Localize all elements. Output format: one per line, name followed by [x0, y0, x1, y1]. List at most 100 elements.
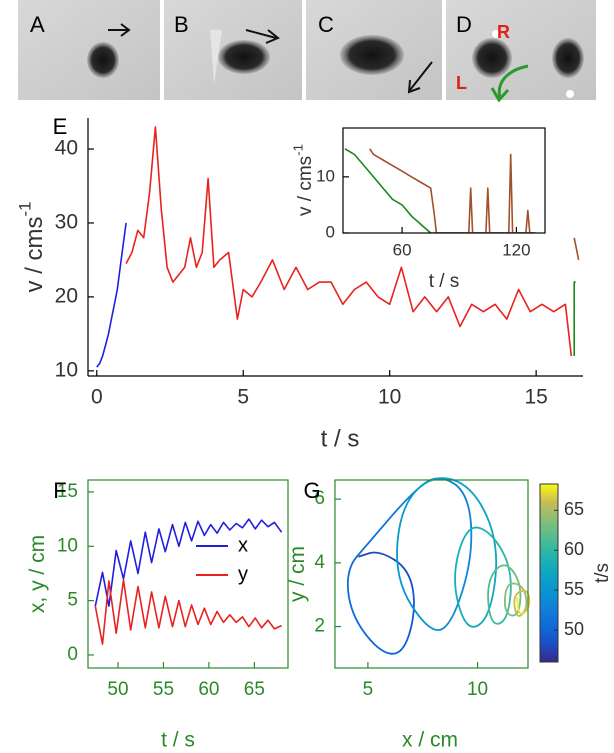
data-line: [369, 148, 536, 233]
trajectory-segment: [408, 589, 415, 634]
trajectory-segment: [517, 606, 526, 615]
x-axis-label: x / cm: [402, 729, 458, 752]
axes-box: [342, 127, 546, 234]
trajectory-segment: [485, 514, 498, 582]
y-tick-label: 10: [57, 535, 78, 556]
x-tick-label: 0: [91, 386, 103, 409]
x-axis-label: t / s: [161, 729, 195, 752]
x-tick-label: 60: [198, 679, 219, 700]
trajectory-segment: [477, 526, 503, 551]
photo-label: B: [174, 12, 189, 37]
y-tick-label: 0: [326, 222, 335, 241]
trajectory-segment: [477, 579, 496, 626]
trajectory-segment: [410, 605, 442, 631]
y-axis-label-sup: -1: [16, 202, 35, 217]
photo-label: A: [30, 12, 45, 37]
panel-label: F: [53, 478, 66, 503]
y-tick-label: 5: [67, 590, 78, 611]
y-tick-label: 20: [55, 284, 78, 307]
legend-label: x: [238, 534, 248, 556]
legend-label: y: [238, 563, 248, 585]
trajectory-segment: [439, 590, 464, 631]
trajectory-segment: [487, 603, 501, 625]
data-line: [96, 222, 127, 368]
trajectory-segment: [396, 488, 419, 543]
x-tick-label: 120: [502, 240, 530, 259]
x-axis-label: t / s: [321, 425, 360, 452]
y-axis-label: v / cms-1: [290, 144, 316, 216]
colorbar-tick-label: 65: [564, 499, 584, 519]
x-tick-label: 50: [107, 679, 128, 700]
x-tick-label: 65: [244, 679, 265, 700]
y-tick-label: 40: [55, 137, 78, 160]
data-line: [94, 579, 282, 645]
x-tick-label: 10: [467, 679, 488, 700]
y-axis-label: v / cms-1: [16, 202, 49, 293]
y-axis-label: x, y / cm: [26, 535, 49, 613]
photo-a: A: [18, 0, 160, 100]
trajectory-segment: [494, 564, 514, 572]
photo-c: C: [306, 0, 442, 100]
trajectory-segment: [416, 477, 455, 491]
trajectory-segment: [356, 517, 391, 558]
trajectory-segment: [511, 569, 522, 601]
data-line: [125, 126, 573, 357]
photo-mark: L: [456, 73, 467, 93]
x-tick-label: 55: [153, 679, 174, 700]
panel-label: E: [53, 114, 68, 139]
trajectory-segment: [347, 590, 366, 634]
chart-panel: 5 10 2 4 6 50 55 60 65 t/s x / cm y / cm G: [286, 477, 613, 752]
photo-label: D: [456, 12, 472, 37]
y-axis-label-text: v / cms: [21, 216, 48, 292]
trajectory-segment: [368, 551, 396, 561]
y-tick-label: 4: [314, 552, 325, 573]
x-axis-label: t / s: [429, 271, 460, 292]
trajectory-segment: [452, 482, 472, 526]
y-axis-label-text: v / cms: [295, 156, 316, 216]
panel-label: G: [303, 478, 320, 503]
trajectory-segment: [346, 555, 358, 593]
x-tick-label: 10: [378, 386, 401, 409]
trajectory-segment: [458, 605, 480, 628]
y-tick-label: 6: [314, 488, 325, 509]
trajectory-segment: [487, 569, 496, 606]
chart-panel: 60 120 0 10 t / s v / cms-1: [290, 127, 546, 292]
photo-mark: R: [497, 22, 510, 42]
x-tick-label: 60: [393, 240, 412, 259]
axes-box: [334, 479, 529, 669]
x-tick-label: 15: [524, 386, 547, 409]
photo-b: B: [164, 0, 302, 100]
y-axis-label-text: x, y / cm: [26, 535, 49, 613]
y-tick-label: 0: [67, 644, 78, 665]
trajectory-segment: [503, 597, 513, 617]
y-tick-label: 15: [57, 481, 78, 502]
trajectory-segment: [504, 582, 516, 599]
photo-label: C: [318, 12, 334, 37]
trajectory-segment: [461, 523, 473, 593]
trajectory-segment: [358, 552, 370, 558]
data-line: [573, 281, 576, 356]
trajectory-segment: [498, 593, 512, 625]
inset-background: [343, 128, 545, 233]
data-line: [573, 237, 580, 261]
trajectory-segment: [454, 550, 460, 607]
trajectory-segment: [363, 632, 392, 655]
y-axis-label: y / cm: [286, 546, 309, 602]
colorbar-tick-label: 50: [564, 619, 584, 639]
colorbar-tick-label: 55: [564, 579, 584, 599]
chart-panel: 50 55 60 65 0 5 10 15 xy t / s x, y / cm F: [26, 478, 289, 752]
trajectory-segment: [500, 549, 512, 596]
y-tick-label: 10: [316, 166, 335, 185]
y-axis-label-sup: -1: [290, 144, 305, 156]
axes-box: [87, 479, 289, 669]
data-line: [94, 518, 283, 607]
photo-d: D R L: [446, 0, 596, 103]
colorbar-label: t/s: [592, 563, 613, 583]
trajectory-segment: [458, 526, 480, 553]
trajectory-segment: [390, 632, 411, 655]
trajectory-segment: [513, 582, 527, 598]
y-tick-label: 30: [55, 211, 78, 234]
